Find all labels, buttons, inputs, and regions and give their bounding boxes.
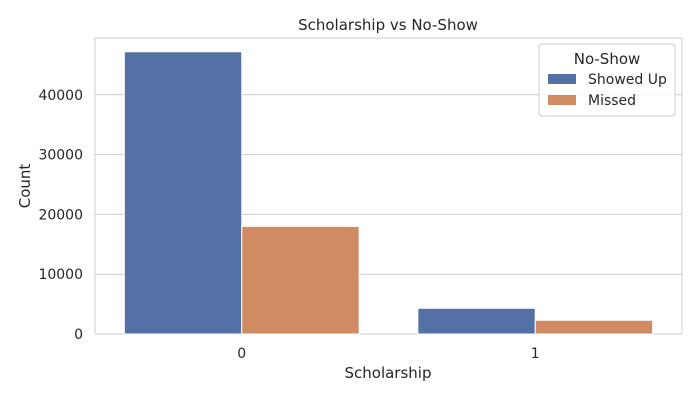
y-axis-ticks: 0 10000 20000 30000 40000: [38, 88, 83, 343]
legend-swatch: [548, 74, 576, 84]
legend-label: Showed Up: [588, 72, 667, 88]
bar: [123, 51, 243, 335]
y-tick-label: 30000: [38, 148, 83, 164]
legend-label: Missed: [588, 93, 636, 109]
x-axis-label: Scholarship: [345, 364, 432, 382]
x-tick-label: 1: [531, 346, 540, 362]
y-tick-label: 0: [74, 327, 83, 343]
bar: [417, 307, 536, 335]
legend[interactable]: No-Show Showed Up Missed: [538, 43, 676, 117]
y-tick-label: 20000: [38, 207, 83, 223]
x-tick-label: 0: [237, 346, 246, 362]
chart-title: Scholarship vs No-Show: [298, 16, 478, 34]
legend-title: No-Show: [574, 50, 641, 68]
legend-swatch: [548, 95, 576, 105]
bar: [241, 225, 360, 335]
y-tick-label: 40000: [38, 88, 83, 104]
y-axis-label: Count: [16, 164, 34, 209]
legend-items: Showed Up Missed: [548, 72, 667, 109]
bar: [534, 319, 654, 335]
y-tick-label: 10000: [38, 267, 83, 283]
bars: [123, 51, 654, 335]
